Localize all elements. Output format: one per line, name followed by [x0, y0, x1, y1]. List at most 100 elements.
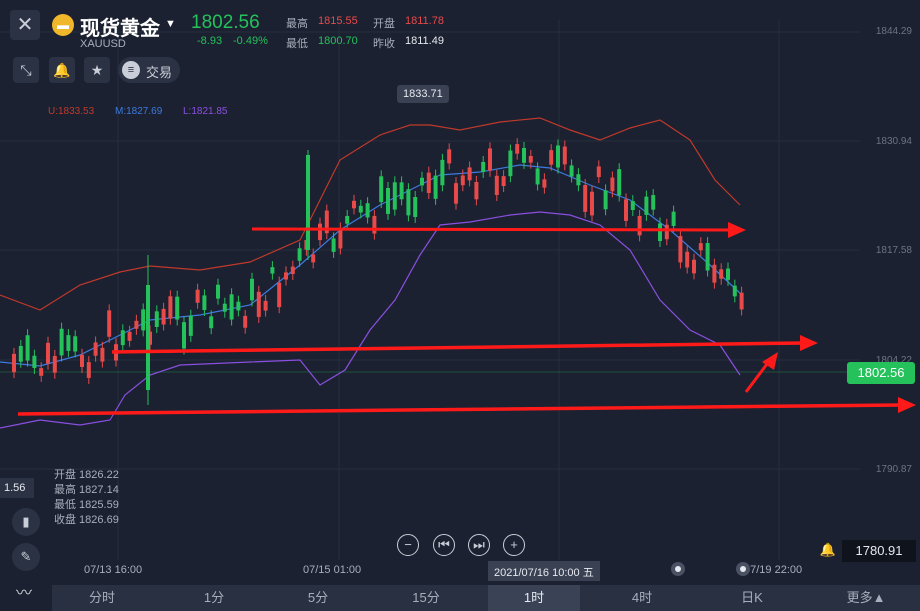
candle-body [447, 149, 452, 164]
scroll-handle[interactable] [671, 562, 685, 576]
candle-body [297, 248, 302, 261]
price-change-percent: -0.49% [233, 35, 268, 47]
candle-body [222, 303, 227, 312]
candle-body [637, 215, 642, 236]
scroll-first-button[interactable]: ⏮ [433, 534, 455, 556]
candle-body [236, 301, 241, 311]
candle-body [454, 183, 458, 204]
zoom-out-button[interactable]: − [397, 534, 419, 556]
candle-body [481, 161, 486, 173]
candle-body [229, 294, 234, 320]
candle-body [25, 335, 30, 361]
candle-body [263, 300, 268, 311]
high-label: 最高 [286, 18, 308, 30]
indicator-icon[interactable]: 〰 [15, 585, 32, 602]
tab-5[interactable]: 4时 [631, 590, 653, 605]
scroll-last-button[interactable]: ⏭ [468, 534, 490, 556]
candle-body [692, 259, 696, 274]
candle-body [12, 353, 16, 373]
low-value: 1800.70 [318, 35, 358, 47]
tab-1[interactable]: 1分 [203, 590, 225, 605]
red-arrow-head [762, 352, 778, 370]
candle-body [284, 272, 288, 280]
ohlc-high: 最高 1827.14 [54, 484, 119, 496]
candle-body [358, 205, 363, 213]
candle-body [508, 150, 513, 177]
tab-7[interactable]: 更多▲ [846, 590, 886, 605]
candle-body [528, 156, 533, 163]
candle-body [324, 210, 329, 234]
candle-body [86, 362, 91, 378]
candle-body [433, 175, 438, 199]
left-price-tag: 1.56 [0, 478, 34, 498]
tab-3[interactable]: 15分 [412, 590, 440, 605]
candle-body [243, 315, 248, 328]
candle-body [399, 182, 404, 200]
peak-price-label: 1833.71 [397, 85, 449, 103]
ohlc-low: 最低 1825.59 [54, 499, 119, 511]
candle-body [549, 150, 554, 165]
candle-body [46, 342, 50, 364]
symbol-title[interactable]: 现货黄金 [80, 18, 160, 40]
candle-body [610, 177, 615, 192]
expand-icon[interactable]: ⤡ [13, 57, 39, 83]
red-arrow-head [728, 222, 746, 238]
candle-body [365, 203, 370, 218]
candle-type-icon[interactable]: ▮ [12, 508, 40, 536]
candle-body [127, 331, 132, 341]
candle-body [426, 172, 431, 193]
candle-body [576, 174, 581, 186]
close-button[interactable]: ✕ [10, 10, 40, 40]
candle-body [256, 291, 261, 317]
y-axis-label: 1790.87 [875, 464, 912, 475]
candle-body [100, 347, 105, 362]
candle-body [488, 148, 492, 171]
trade-button[interactable]: ≡ 交易 [118, 57, 180, 83]
draw-pen-icon[interactable]: ✎ [12, 543, 40, 571]
candle-body [664, 224, 669, 240]
candle-body [596, 166, 601, 178]
candle-body [386, 187, 390, 214]
candle-body [542, 179, 547, 188]
tab-4[interactable]: 1时 [488, 585, 580, 611]
candle-body [345, 216, 350, 224]
candle-body [66, 335, 71, 351]
lower-band-line [0, 211, 741, 429]
candle-body [52, 355, 57, 373]
red-arrow-head [898, 397, 916, 413]
trade-icon: ≡ [122, 61, 140, 79]
candle-body [698, 243, 703, 251]
tab-0[interactable]: 分时 [88, 590, 115, 605]
candle-body [39, 368, 44, 376]
favorite-star-icon[interactable]: ★ [84, 57, 110, 83]
candle-body [168, 296, 173, 319]
candle-body [107, 310, 112, 337]
boll-lower-label: L:1821.85 [183, 106, 228, 117]
candle-body [562, 146, 567, 165]
red-arrow-line [251, 227, 733, 232]
candle-body [146, 285, 150, 390]
candle-body [209, 316, 214, 329]
candle-body [18, 345, 23, 362]
candle-body [501, 176, 506, 187]
candle-body [161, 308, 166, 325]
price-alert-bell-icon[interactable]: 🔔 [819, 542, 837, 557]
zoom-in-button[interactable]: + [503, 534, 525, 556]
candle-body [338, 228, 343, 249]
candle-body [93, 342, 98, 356]
scroll-handle[interactable] [736, 562, 750, 576]
price-change: -8.93 [197, 35, 223, 47]
candle-body [392, 182, 397, 210]
y-axis-label: 1817.58 [875, 245, 912, 256]
tab-2[interactable]: 5分 [307, 590, 329, 605]
candle-body [379, 176, 384, 203]
candle-body [331, 238, 336, 252]
x-axis-label: 07/15 01:00 [303, 564, 362, 576]
tab-6[interactable]: 日K [741, 590, 763, 605]
candle-body [569, 165, 574, 177]
alert-bell-icon[interactable]: 🔔 [49, 57, 75, 83]
candle-body [216, 284, 220, 299]
candle-body [372, 215, 377, 234]
symbol-dropdown-caret-icon[interactable]: ▼ [165, 18, 176, 30]
